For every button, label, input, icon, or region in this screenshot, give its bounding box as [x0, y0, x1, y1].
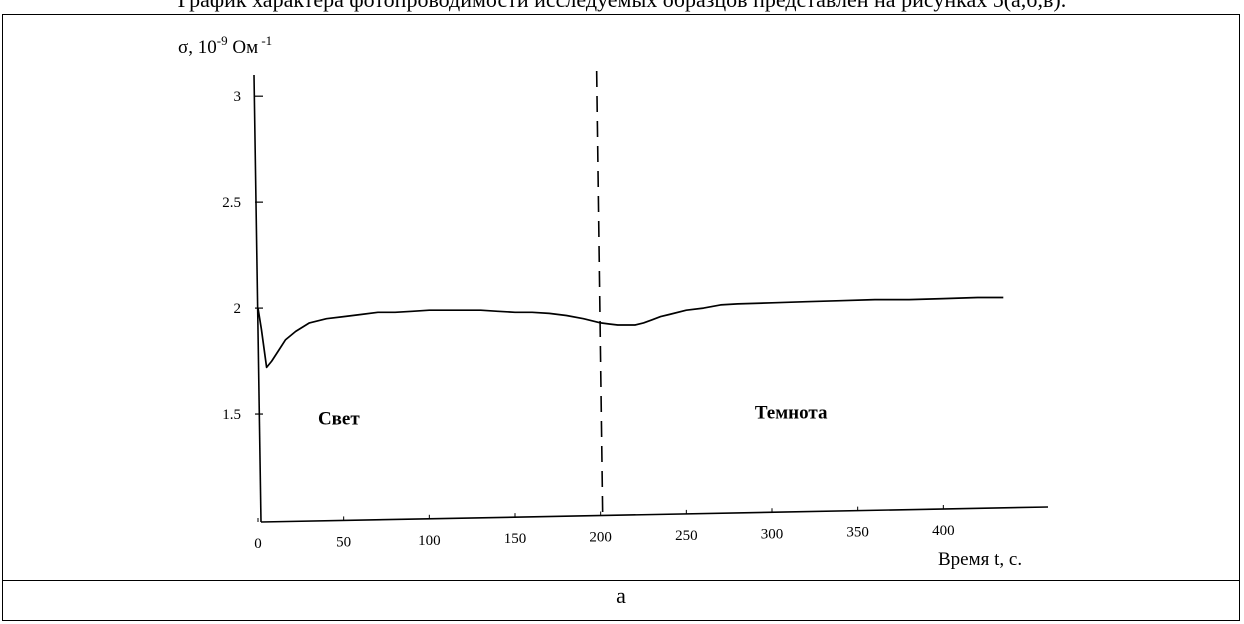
figure-frame: 1.5 2 2.5 3 0 50 100 150 200 250 300 350 400 Свет Тем… [2, 14, 1240, 621]
region-label: Темнота [755, 402, 828, 423]
y-tick-label: 3 [234, 89, 242, 105]
y-tick-label: 2 [234, 301, 242, 317]
y-tick-label: 1.5 [222, 407, 241, 423]
x-tick-label: 100 [418, 533, 441, 549]
x-tick-label: 0 [254, 536, 262, 552]
y-tick-label: 2.5 [222, 195, 241, 211]
y-axis-line [253, 74, 262, 523]
x-axis-label: Время t, с. [938, 549, 1022, 570]
photoconductivity-chart: 1.5 2 2.5 3 0 50 100 150 200 250 300 350 400 Свет Тем… [178, 33, 1049, 570]
x-tick-label: 250 [675, 528, 698, 544]
x-tick-label: 350 [846, 525, 869, 541]
x-axis-line [260, 506, 1049, 523]
axes [253, 70, 1049, 523]
light-dark-divider [595, 70, 604, 514]
x-tick-label: 300 [761, 526, 784, 542]
x-tick-label: 200 [589, 530, 612, 546]
ticks: 1.5 2 2.5 3 0 50 100 150 200 250 300 350 400 [222, 89, 954, 552]
series-line [257, 296, 1004, 369]
x-tick-label: 150 [504, 531, 527, 547]
subfigure-caption-row: а [3, 580, 1239, 621]
top-caption: График характера фотопроводимости исслед… [0, 0, 1244, 14]
x-tick-label: 400 [932, 523, 955, 539]
x-tick-label: 50 [336, 534, 351, 550]
y-axis-label: σ, 10-9 Ом -1 [178, 33, 272, 58]
region-label: Свет [318, 409, 360, 430]
labels: Свет Темнота σ, 10-9 Ом -1 Время t, с. [178, 33, 1022, 570]
subfigure-label: а [616, 583, 626, 608]
series [257, 296, 1004, 369]
